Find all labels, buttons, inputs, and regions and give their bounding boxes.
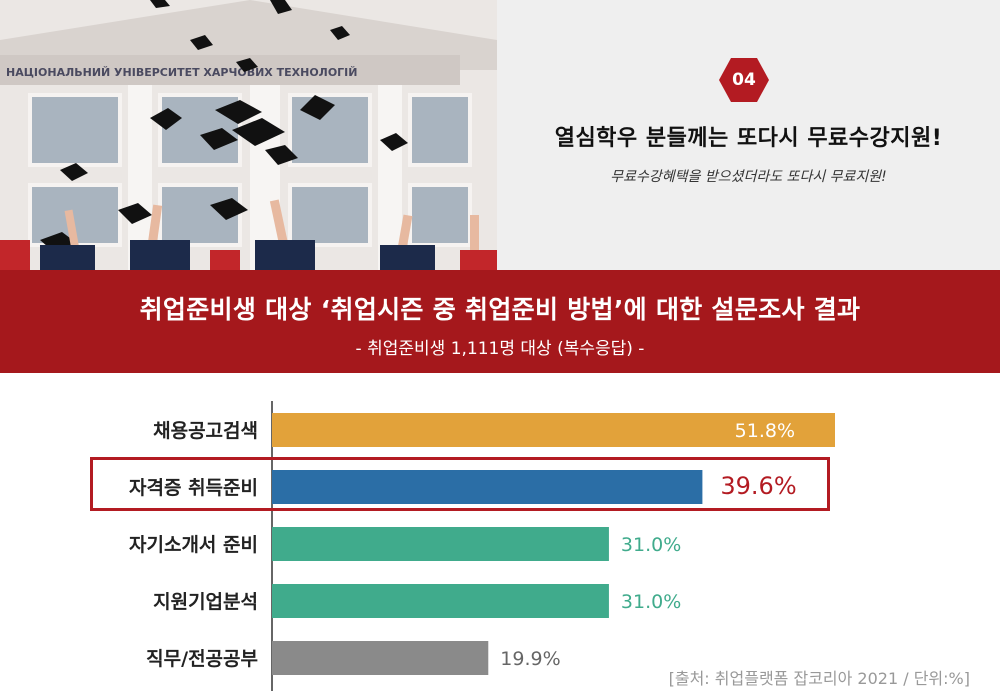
bar: [272, 413, 835, 447]
intro-headline: 열심학우 분들께는 또다시 무료수강지원!: [554, 126, 943, 151]
highlight-box: [90, 457, 830, 511]
graduation-photo: НАЦІОНАЛЬНИЙ УНІВЕРСИТЕТ ХАРЧОВИХ ТЕХНОЛ…: [0, 0, 497, 270]
category-label: 지원기업분석: [153, 591, 258, 613]
chart-source: [출처: 취업플랫폼 잡코리아 2021 / 단위:%]: [668, 669, 970, 688]
value-label: 31.0%: [621, 534, 681, 556]
value-label: 19.9%: [500, 648, 560, 670]
bar: [272, 641, 489, 675]
value-label: 31.0%: [621, 591, 681, 613]
value-label: 51.8%: [735, 420, 795, 442]
bar-chart-svg: 채용공고검색 51.8% 자격증 취득준비 39.6% 자기소개서 준비 31.0% 지원기…: [129, 401, 835, 691]
bar: [272, 584, 609, 618]
category-label: 직무/전공공부: [146, 648, 258, 670]
step-badge: 04: [719, 57, 769, 103]
hexagon-shape: [719, 58, 769, 102]
intro-panel: 04 열심학우 분들께는 또다시 무료수강지원! 무료수강혜택을 받으셨더라도 …: [497, 0, 1000, 270]
photo-building-text: НАЦІОНАЛЬНИЙ УНІВЕРСИТЕТ ХАРЧОВИХ ТЕХНОЛ…: [6, 66, 357, 79]
bar: [272, 527, 609, 561]
value-label: 39.6%: [720, 472, 796, 500]
category-label: 자격증 취득준비: [129, 477, 258, 499]
bar-chart: 채용공고검색 51.8% 자격증 취득준비 39.6% 자기소개서 준비 31.0% 지원기…: [0, 373, 1000, 691]
chart-subtitle: - 취업준비생 1,111명 대상 (복수응답) -: [355, 339, 645, 359]
category-label: 채용공고검색: [153, 420, 258, 442]
survey-banner: 취업준비생 대상 ‘취업시즌 중 취업준비 방법’에 대한 설문조사 결과 - …: [0, 270, 1000, 373]
bar: [272, 470, 703, 504]
category-label: 자기소개서 준비: [129, 534, 258, 556]
intro-subline: 무료수강혜택을 받으셨더라도 또다시 무료지원!: [610, 169, 887, 185]
step-number: 04: [732, 70, 756, 90]
chart-title: 취업준비생 대상 ‘취업시즌 중 취업준비 방법’에 대한 설문조사 결과: [139, 295, 861, 324]
